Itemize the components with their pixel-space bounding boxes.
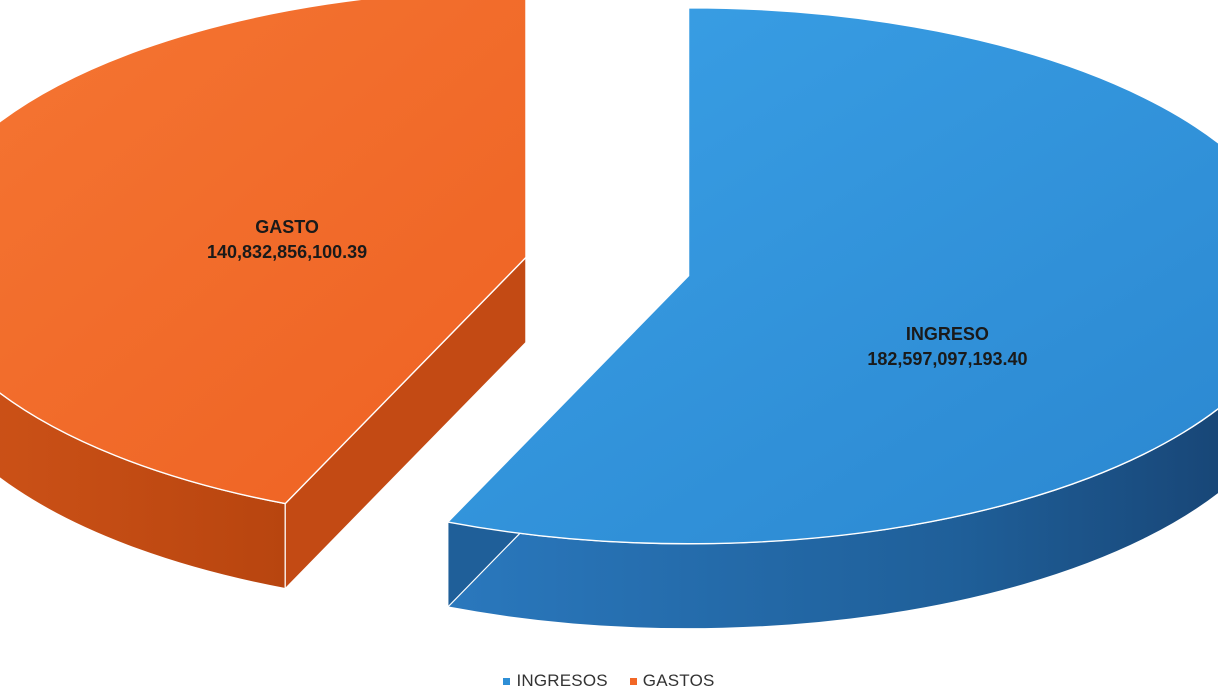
legend-label-gastos: GASTOS — [642, 671, 715, 690]
legend-swatch-ingresos — [503, 677, 511, 685]
data-label-value-gastos: 140,832,856,100.39 — [207, 242, 367, 262]
data-label-value-ingresos: 182,597,097,193.40 — [867, 349, 1027, 369]
pie-slice-ingresos — [446, 7, 1218, 630]
data-label-category-gastos: GASTO — [255, 217, 319, 237]
legend-label-ingresos: INGRESOS — [516, 671, 608, 690]
chart-legend: INGRESOS GASTOS — [0, 671, 1218, 691]
data-label-category-ingresos: INGRESO — [906, 324, 989, 344]
legend-swatch-gastos — [629, 677, 637, 685]
legend-item-ingresos: INGRESOS — [503, 671, 608, 691]
legend-item-gastos: GASTOS — [629, 671, 715, 691]
pie-slice-top-ingresos — [446, 7, 1218, 545]
pie-slice-gastos — [0, 0, 527, 591]
pie-slice-top-gastos — [0, 0, 527, 505]
